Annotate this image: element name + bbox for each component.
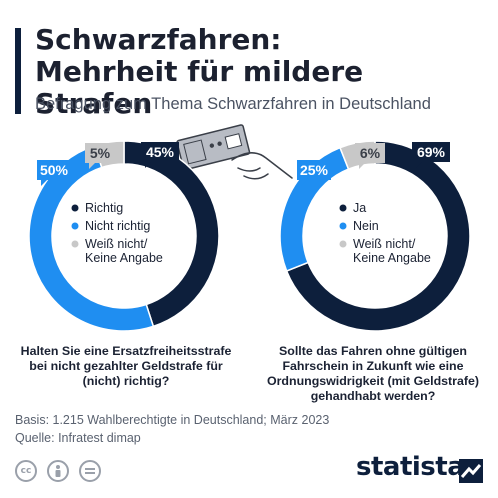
donut-slice-ja [285, 140, 471, 332]
legend-label: Keine Angabe [85, 251, 163, 265]
donut-chart-ersatzfreiheitsstrafe: 45% 50% 5% Richtig Nicht richtig Weiß nicht/K… [28, 140, 220, 332]
legend-item-nicht-richtig: Nicht richtig [71, 219, 150, 233]
value-label: 25% [300, 162, 329, 178]
ticket-hand-illustration [176, 124, 293, 180]
donut-chart-ordnungswidrigkeit: 69% 25% 6% Ja Nein Weiß nicht/Keine Angabe [279, 140, 471, 332]
title-line-2: Mehrheit für mildere Strafen [35, 55, 364, 120]
legend-label: Nicht richtig [85, 219, 150, 233]
legend-dot [71, 240, 79, 248]
creative-commons-icon[interactable]: cc [15, 460, 37, 482]
chart-question-1: Halten Sie eine Ersatzfreiheitsstrafe be… [20, 344, 232, 388]
legend-label: Richtig [85, 201, 123, 215]
attribution-icon[interactable] [47, 460, 69, 482]
value-label: 6% [360, 145, 381, 161]
legend-label: Nein [353, 219, 379, 233]
title-accent-bar [15, 28, 21, 114]
subtitle: Befragung zum Thema Schwarzfahren in Deu… [35, 95, 431, 113]
donut-slice-richtig [123, 140, 220, 328]
value-badge-nein: 25% [297, 160, 331, 186]
legend-dot [71, 204, 79, 212]
page-title: Schwarzfahren: Mehrheit für mildere Stra… [35, 24, 485, 120]
legend-label: Ja [353, 201, 366, 215]
no-derivatives-icon[interactable] [79, 460, 101, 482]
value-label: 69% [417, 144, 446, 160]
footer-basis: Basis: 1.215 Wahlberechtigte in Deutschl… [15, 413, 330, 427]
value-label: 5% [90, 145, 111, 161]
legend-item-richtig: Richtig [71, 201, 123, 215]
legend-item-nein: Nein [339, 219, 379, 233]
legend-dot [71, 222, 79, 230]
legend-item-ja: Ja [339, 201, 366, 215]
legend-item-weiß-nicht-keine-angabe: Weiß nicht/Keine Angabe [71, 237, 163, 265]
legend-item-weiß-nicht-keine-angabe: Weiß nicht/Keine Angabe [339, 237, 431, 265]
value-label: 50% [40, 162, 69, 178]
chart-question-2: Sollte das Fahren ohne gültigen Fahrsche… [266, 344, 480, 403]
legend-dot [339, 222, 347, 230]
value-badge-ja: 69% [412, 142, 450, 168]
footer-source: Quelle: Infratest dimap [15, 431, 141, 445]
value-badge-richtig: 45% [141, 142, 179, 168]
value-label: 45% [146, 144, 175, 160]
value-badge-nicht-richtig: 50% [37, 160, 71, 186]
legend-label: Weiß nicht/ [85, 237, 148, 251]
legend-dot [339, 204, 347, 212]
statista-logo-icon[interactable] [459, 459, 483, 483]
title-line-1: Schwarzfahren: [35, 23, 282, 56]
value-badge-weiß-nicht-keine-angabe: 5% [85, 143, 115, 169]
legend-label: Keine Angabe [353, 251, 431, 265]
legend-label: Weiß nicht/ [353, 237, 416, 251]
statista-brand[interactable]: statista [356, 452, 465, 482]
legend-dot [339, 240, 347, 248]
value-badge-weiß-nicht-keine-angabe: 6% [355, 143, 385, 169]
